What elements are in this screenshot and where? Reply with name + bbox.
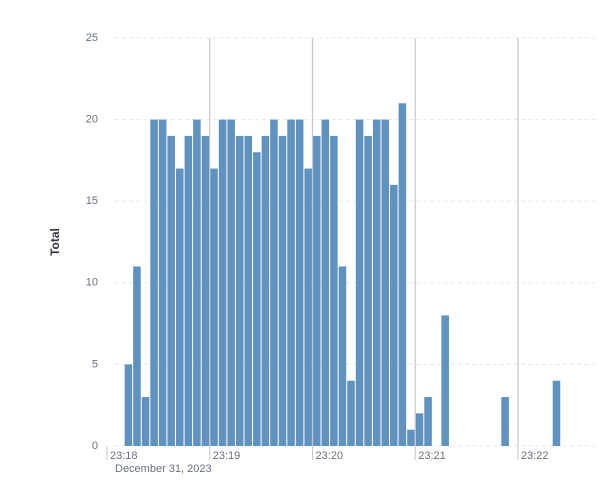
bar [372, 119, 381, 446]
bar [552, 380, 561, 446]
bar [210, 168, 218, 446]
x-tick-label: 23:18 [110, 450, 138, 462]
y-tick-label: 15 [86, 195, 98, 207]
bar [133, 266, 141, 446]
bar [287, 119, 295, 446]
bar [381, 119, 390, 446]
x-tick-label: 23:20 [315, 450, 343, 462]
x-tick-label: 23:21 [418, 450, 446, 462]
bar [407, 429, 415, 446]
y-tick-label: 20 [86, 114, 98, 126]
bar [167, 135, 175, 447]
bar [253, 152, 261, 447]
bar [193, 119, 201, 446]
bar [295, 119, 304, 446]
y-axis-title: Total [48, 228, 62, 256]
x-tick-label: 23:19 [213, 450, 241, 462]
bar [244, 135, 253, 447]
bar [184, 135, 193, 447]
bar [338, 266, 347, 446]
bar [390, 184, 398, 446]
bar [201, 135, 210, 447]
bar [235, 135, 244, 447]
bar [227, 119, 235, 446]
bar [261, 135, 270, 447]
y-tick-label: 5 [92, 358, 98, 370]
bar [364, 135, 372, 447]
bar [441, 315, 449, 446]
bar [218, 119, 227, 446]
bar [124, 364, 133, 446]
bar [304, 168, 312, 446]
bar [141, 397, 150, 446]
bar [175, 168, 184, 446]
y-tick-label: 10 [86, 277, 98, 289]
bar [415, 413, 424, 446]
y-tick-label: 25 [86, 32, 98, 44]
bar [424, 397, 432, 446]
bar [270, 119, 278, 446]
y-tick-label: 0 [92, 440, 98, 452]
bar [398, 103, 407, 446]
bar [347, 380, 355, 446]
x-tick-label: 23:22 [521, 450, 549, 462]
x-axis-subtitle: December 31, 2023 [115, 463, 212, 475]
bar [330, 135, 338, 447]
bar [278, 135, 287, 447]
bar [355, 119, 364, 446]
bar [321, 119, 330, 446]
bar [501, 397, 509, 446]
bar [150, 119, 158, 446]
bar [158, 119, 167, 446]
bar [312, 135, 321, 447]
